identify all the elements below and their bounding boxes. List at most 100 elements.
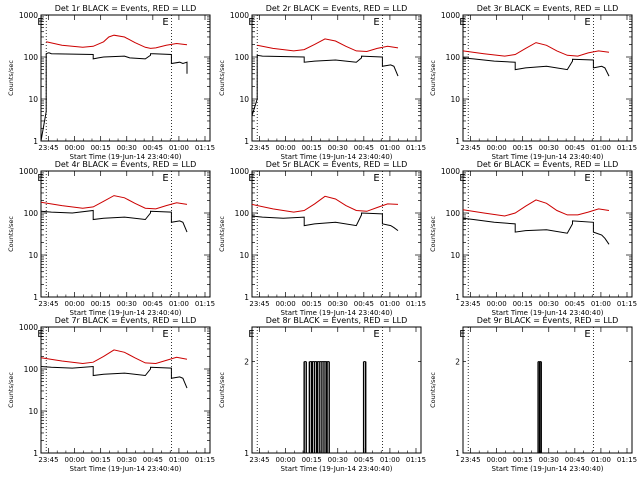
x-tick-label: 01:15 <box>406 144 426 152</box>
event-marker-label: E <box>459 173 465 184</box>
panel-title: Det 8r BLACK = Events, RED = LLD <box>266 316 408 325</box>
x-tick-label: 00:15 <box>91 456 111 464</box>
lld-series-line <box>462 42 610 57</box>
event-marker-label: E <box>373 173 379 184</box>
x-tick-label: 01:15 <box>406 456 426 464</box>
x-tick-label: 00:30 <box>539 144 559 152</box>
y-tick-label: 100 <box>235 53 250 62</box>
lld-series-line <box>462 199 610 217</box>
y-axis-label: Counts/sec <box>218 60 226 96</box>
x-tick-label: 00:30 <box>539 456 559 464</box>
y-tick-label: 1000 <box>230 11 249 20</box>
x-tick-label: 23:45 <box>38 456 58 464</box>
x-tick-label: 01:00 <box>169 144 189 152</box>
x-axis-label: Start Time (19-Jun-14 23:40:40) <box>70 153 182 161</box>
y-tick-label: 1000 <box>19 323 38 332</box>
y-tick-label: 10 <box>450 95 460 104</box>
x-tick-label: 01:15 <box>195 456 215 464</box>
panel-title: Det 2r BLACK = Events, RED = LLD <box>266 4 408 13</box>
lld-series-line <box>40 349 188 365</box>
y-tick-label: 1000 <box>441 11 460 20</box>
x-tick-label: 00:30 <box>117 144 137 152</box>
x-tick-label: 23:45 <box>249 144 269 152</box>
y-tick-label: 1000 <box>19 11 38 20</box>
x-tick-label: 00:30 <box>328 144 348 152</box>
x-tick-label: 00:45 <box>143 456 163 464</box>
x-tick-label: 00:15 <box>91 144 111 152</box>
event-marker-label: E <box>162 329 168 340</box>
plot-frame <box>462 14 633 142</box>
x-tick-label: 23:45 <box>460 300 480 308</box>
x-tick-label: 01:00 <box>380 144 400 152</box>
y-tick-label: 100 <box>446 209 461 218</box>
x-tick-label: 00:00 <box>486 300 506 308</box>
event-marker-label: E <box>459 17 465 28</box>
x-tick-label: 00:00 <box>275 144 295 152</box>
y-tick-label: 100 <box>24 209 39 218</box>
detector-panel-5: Det 5r BLACK = Events, RED = LLD 1 10 100 10… <box>218 160 426 317</box>
event-marker-label: E <box>162 173 168 184</box>
x-tick-label: 00:15 <box>302 144 322 152</box>
y-tick-label: 2 <box>455 358 460 367</box>
x-axis-label: Start Time (19-Jun-14 23:40:40) <box>70 309 182 317</box>
x-tick-label: 23:45 <box>38 144 58 152</box>
y-axis-label: Counts/sec <box>7 60 15 96</box>
plot-frame <box>251 14 422 142</box>
x-tick-label: 01:00 <box>380 456 400 464</box>
x-tick-label: 01:00 <box>591 144 611 152</box>
x-tick-label: 00:15 <box>302 456 322 464</box>
x-tick-label: 01:15 <box>617 300 637 308</box>
y-tick-label: 1 <box>244 293 249 302</box>
event-marker-label: E <box>459 329 465 340</box>
detector-panel-2: Det 2r BLACK = Events, RED = LLD 1 10 100 10… <box>218 4 426 161</box>
x-tick-label: 00:00 <box>275 300 295 308</box>
x-axis-label: Start Time (19-Jun-14 23:40:40) <box>492 153 604 161</box>
y-tick-label: 1 <box>455 137 460 146</box>
events-series-line <box>462 217 610 245</box>
y-tick-label: 10 <box>28 407 38 416</box>
x-tick-label: 01:00 <box>169 456 189 464</box>
y-tick-label: 1 <box>244 137 249 146</box>
plot-frame <box>40 326 211 454</box>
x-tick-label: 00:45 <box>565 144 585 152</box>
x-tick-label: 00:45 <box>565 300 585 308</box>
event-marker-label: E <box>373 17 379 28</box>
lld-series-line <box>257 38 399 53</box>
y-tick-label: 1 <box>455 449 460 458</box>
detector-panel-6: Det 6r BLACK = Events, RED = LLD 1 10 100 10… <box>429 160 637 317</box>
x-tick-label: 00:00 <box>486 144 506 152</box>
events-series-line <box>251 54 399 116</box>
x-tick-label: 23:45 <box>249 300 269 308</box>
plot-frame <box>462 170 633 298</box>
y-tick-label: 100 <box>24 365 39 374</box>
x-tick-label: 00:30 <box>117 300 137 308</box>
x-tick-label: 01:15 <box>617 456 637 464</box>
event-marker-label: E <box>37 173 43 184</box>
panel-title: Det 1r BLACK = Events, RED = LLD <box>55 4 197 13</box>
y-axis-label: Counts/sec <box>7 372 15 408</box>
events-series-line <box>40 209 188 233</box>
plot-frame <box>251 170 422 298</box>
detector-panel-8: Det 8r BLACK = Events, RED = LLD 1 2 Counts… <box>218 316 426 473</box>
x-tick-label: 01:15 <box>195 144 215 152</box>
event-marker-label: E <box>248 329 254 340</box>
x-tick-label: 00:45 <box>354 456 374 464</box>
event-marker-label: E <box>584 329 590 340</box>
x-tick-label: 01:00 <box>591 300 611 308</box>
y-tick-label: 10 <box>239 95 249 104</box>
x-axis-label: Start Time (19-Jun-14 23:40:40) <box>281 465 393 473</box>
x-axis-label: Start Time (19-Jun-14 23:40:40) <box>492 309 604 317</box>
plot-frame <box>40 14 211 142</box>
lld-series-line <box>40 195 188 210</box>
events-series-line <box>40 365 188 389</box>
x-tick-label: 00:15 <box>91 300 111 308</box>
event-marker-label: E <box>584 173 590 184</box>
x-tick-label: 00:15 <box>513 300 533 308</box>
x-tick-label: 01:00 <box>169 300 189 308</box>
y-tick-label: 10 <box>450 251 460 260</box>
x-tick-label: 00:45 <box>565 456 585 464</box>
y-tick-label: 1 <box>33 293 38 302</box>
x-tick-label: 23:45 <box>38 300 58 308</box>
detector-panel-1: Det 1r BLACK = Events, RED = LLD 1 10 100 10… <box>7 4 215 161</box>
